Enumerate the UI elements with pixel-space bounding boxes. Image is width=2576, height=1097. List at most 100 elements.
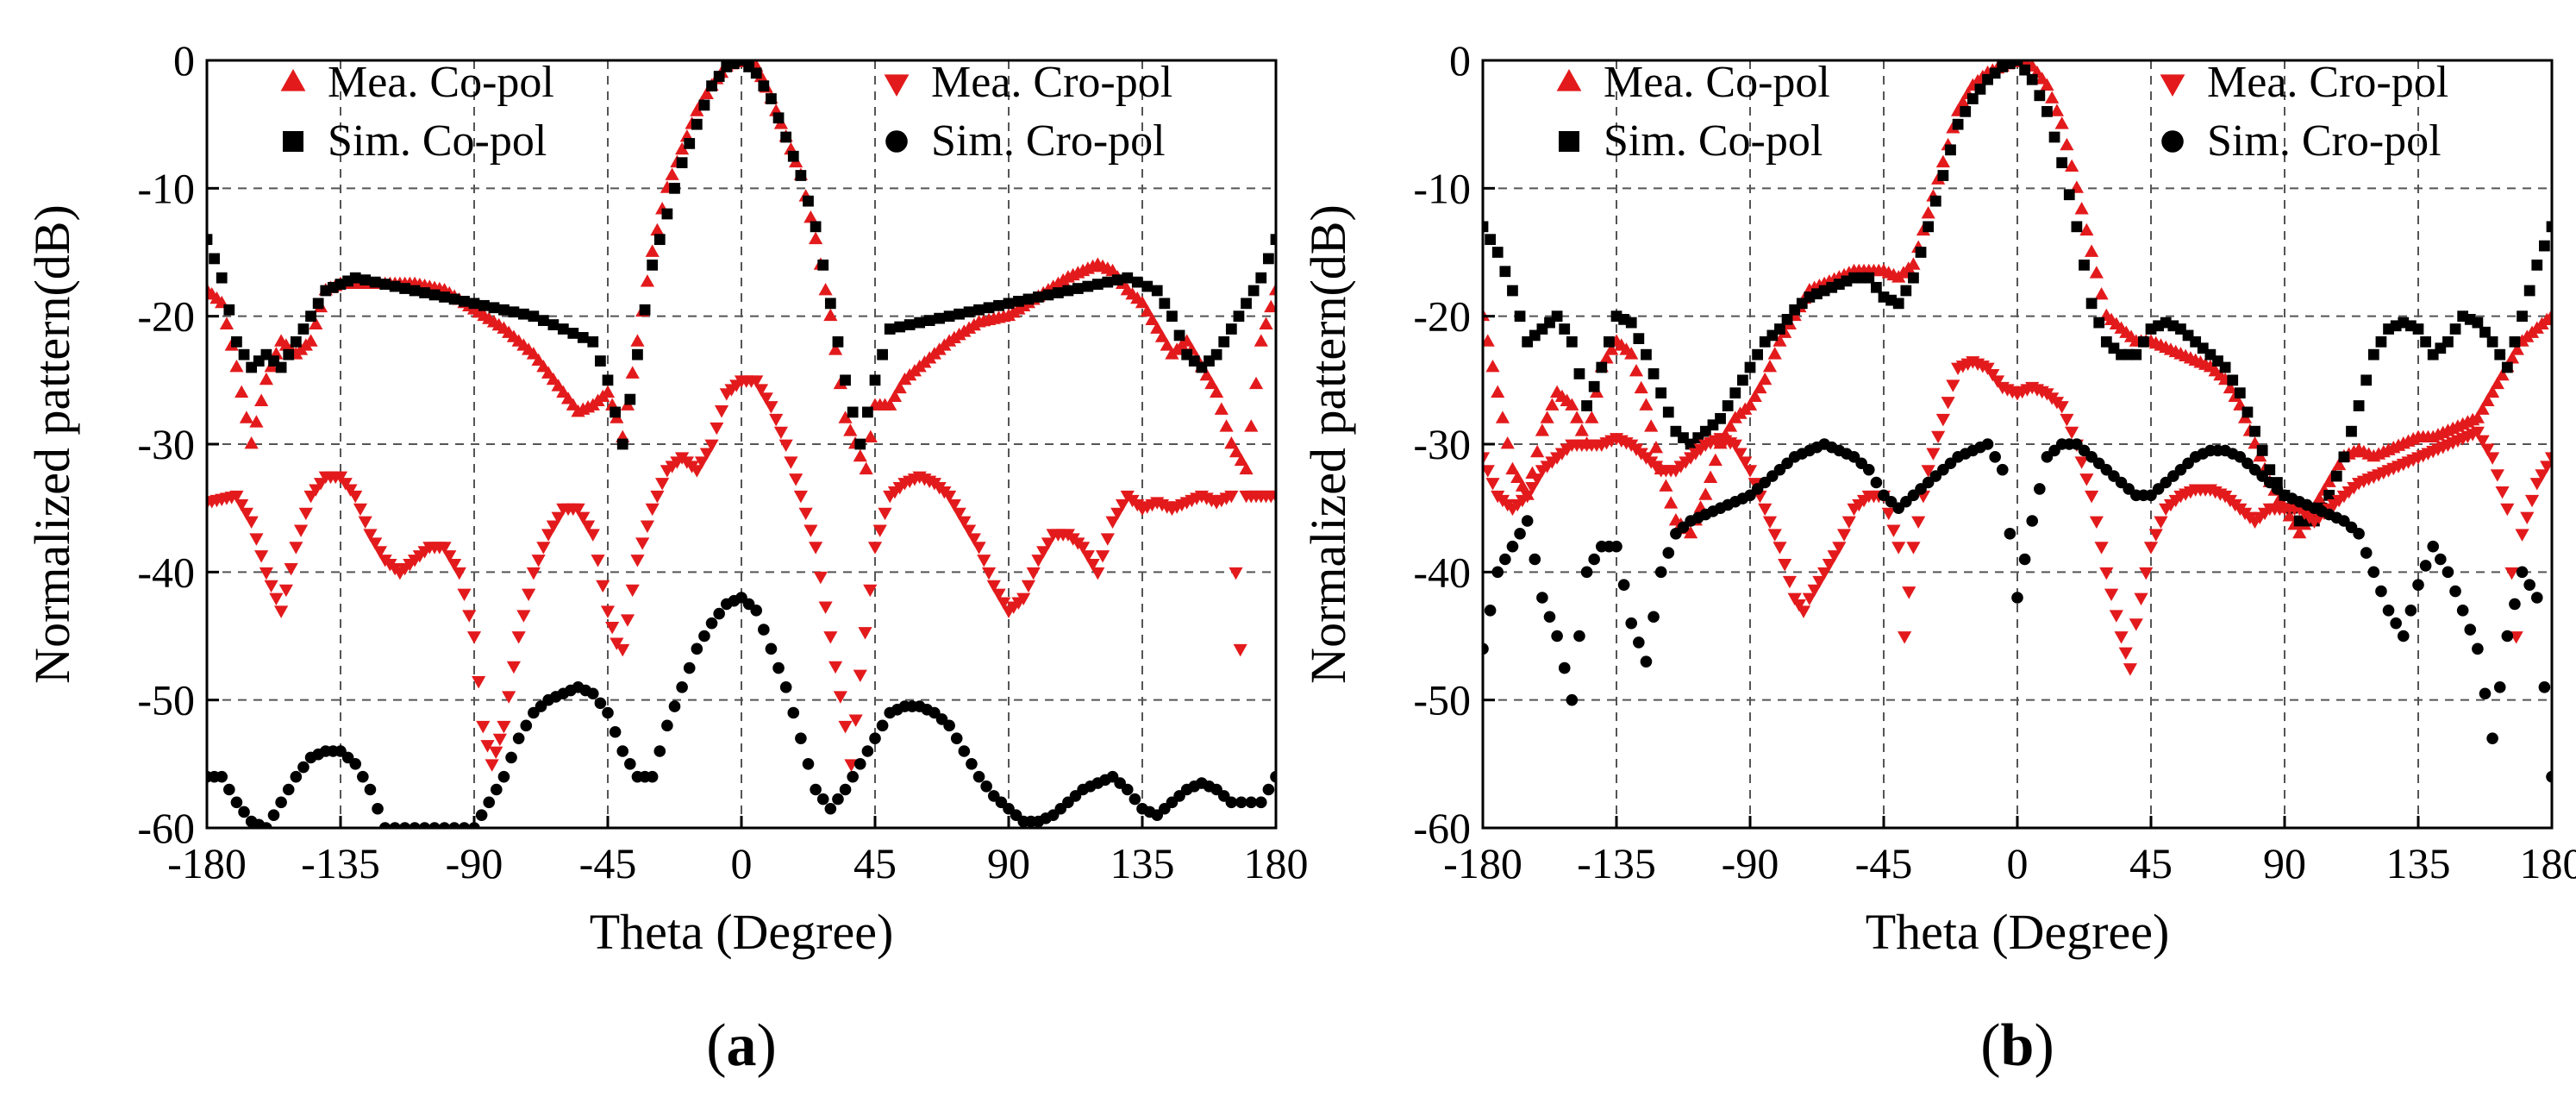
data-point bbox=[1483, 308, 1491, 322]
data-point bbox=[1264, 299, 1276, 313]
data-point bbox=[591, 555, 605, 567]
data-point bbox=[2480, 443, 2495, 456]
data-point bbox=[624, 758, 636, 770]
data-point bbox=[1966, 93, 1979, 104]
data-point bbox=[343, 484, 358, 497]
data-point bbox=[1767, 347, 1782, 360]
data-point bbox=[1507, 285, 1518, 297]
data-point bbox=[2390, 617, 2402, 630]
data-point bbox=[923, 315, 935, 326]
data-point bbox=[2367, 348, 2379, 360]
data-point bbox=[278, 584, 293, 598]
data-point bbox=[1698, 487, 1713, 500]
data-point bbox=[772, 661, 785, 674]
data-point bbox=[1022, 293, 1035, 305]
data-point bbox=[1151, 285, 1163, 297]
data-point bbox=[284, 562, 298, 576]
data-point bbox=[1159, 298, 1171, 310]
data-point bbox=[1648, 440, 1664, 454]
data-point bbox=[536, 542, 551, 555]
data-point bbox=[1662, 406, 1674, 418]
data-point bbox=[784, 456, 798, 469]
data-point bbox=[2486, 732, 2498, 744]
data-point bbox=[1898, 631, 1912, 644]
data-point bbox=[602, 374, 614, 386]
data-point bbox=[1836, 529, 1852, 542]
data-point bbox=[2094, 286, 2109, 300]
data-point bbox=[1722, 400, 1734, 411]
data-point bbox=[537, 315, 549, 326]
data-point bbox=[485, 759, 499, 772]
x-tick-label: 180 bbox=[2520, 839, 2576, 887]
data-point bbox=[1921, 465, 1935, 478]
y-tick-label: -60 bbox=[137, 804, 195, 852]
data-point bbox=[2546, 221, 2552, 233]
data-point bbox=[1625, 617, 1638, 630]
data-point bbox=[1812, 575, 1827, 589]
data-point bbox=[2382, 605, 2395, 617]
x-tick-label: -90 bbox=[1722, 839, 1779, 887]
data-point bbox=[942, 490, 957, 504]
data-point bbox=[1270, 234, 1276, 246]
data-point bbox=[264, 580, 278, 593]
data-point bbox=[378, 822, 391, 828]
data-point bbox=[630, 555, 645, 567]
data-point bbox=[475, 809, 488, 821]
data-point bbox=[887, 389, 903, 403]
legend-label: Mea. Cro-pol bbox=[2207, 58, 2448, 107]
legend-item: Sim. Cro-pol bbox=[2161, 116, 2442, 166]
data-point bbox=[1773, 542, 1787, 555]
data-point bbox=[690, 465, 704, 478]
data-point bbox=[508, 306, 520, 318]
data-point bbox=[1758, 372, 1773, 386]
legend-item: Sim. Co-pol bbox=[1559, 116, 1823, 166]
data-point bbox=[546, 520, 560, 533]
data-point bbox=[704, 439, 719, 452]
data-point bbox=[2472, 643, 2484, 655]
data-point bbox=[1483, 452, 1491, 465]
data-point bbox=[2063, 189, 2075, 201]
data-point bbox=[309, 317, 323, 329]
data-point bbox=[1886, 524, 1901, 537]
data-point bbox=[1499, 266, 1511, 278]
data-point bbox=[2045, 91, 2060, 103]
x-tick-label: 90 bbox=[987, 839, 1030, 887]
data-point bbox=[953, 308, 965, 320]
data-point bbox=[2249, 425, 2260, 437]
data-point bbox=[1610, 540, 1623, 553]
data-point bbox=[867, 542, 883, 555]
data-point bbox=[616, 643, 630, 657]
data-point bbox=[1021, 580, 1036, 593]
data-point bbox=[1234, 453, 1248, 467]
data-point bbox=[2485, 385, 2500, 398]
data-point bbox=[1926, 448, 1941, 461]
data-point bbox=[2134, 592, 2148, 605]
data-point bbox=[2531, 259, 2543, 271]
data-point bbox=[872, 524, 887, 537]
data-point bbox=[1762, 516, 1778, 529]
data-point bbox=[1807, 584, 1822, 598]
data-point bbox=[1150, 321, 1165, 334]
data-point bbox=[1941, 397, 1955, 410]
legend-label: Mea. Co-pol bbox=[328, 58, 554, 107]
data-point bbox=[2004, 60, 2016, 70]
data-point bbox=[2011, 592, 2023, 604]
data-point bbox=[1822, 559, 1836, 572]
data-point bbox=[2475, 402, 2490, 415]
data-point bbox=[587, 335, 599, 348]
data-point bbox=[691, 118, 703, 130]
data-point bbox=[531, 555, 546, 567]
chart-panel-b: 0 -10 -20 -30 -40 -50 -60 -180 -135 -90 -45 0 45 90 1… bbox=[1300, 36, 2576, 1079]
data-point bbox=[1599, 351, 1614, 364]
data-point bbox=[854, 438, 866, 450]
x-ticks-b: -180 -135 -90 -45 0 45 90 135 180 bbox=[1443, 816, 2576, 887]
data-point bbox=[640, 274, 655, 287]
data-point bbox=[358, 516, 372, 529]
data-point bbox=[862, 406, 873, 418]
data-point bbox=[303, 334, 318, 347]
data-point bbox=[2093, 317, 2105, 329]
data-point bbox=[1703, 470, 1718, 483]
data-point bbox=[1248, 376, 1264, 390]
data-point bbox=[491, 783, 503, 796]
x-tick-label: 0 bbox=[731, 839, 753, 887]
